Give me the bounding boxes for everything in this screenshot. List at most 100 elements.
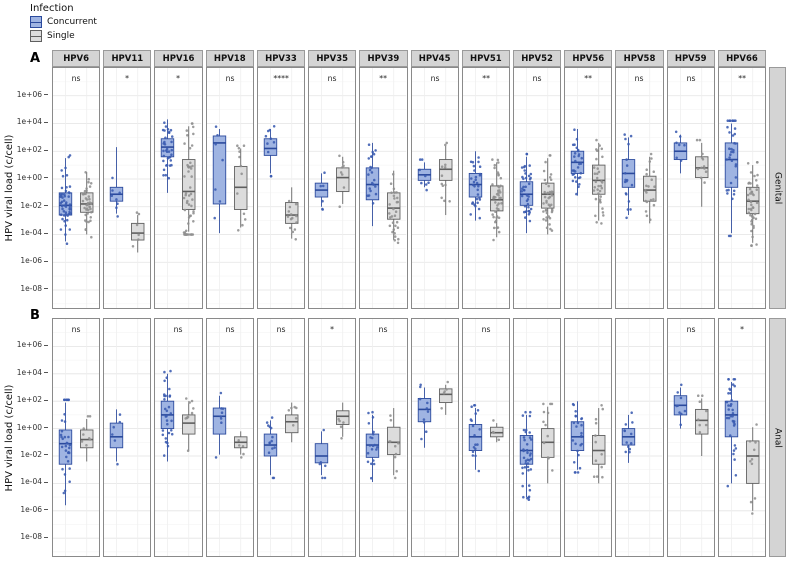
- significance-label: **: [738, 74, 746, 83]
- jitter-points: [725, 119, 738, 238]
- facet-strip-hpv59: HPV59: [666, 50, 715, 67]
- jitter-points: [319, 171, 326, 211]
- boxplot-hpv35-anal: *: [309, 319, 356, 556]
- panel-hpv66-a: **: [717, 67, 767, 309]
- panel-hpv11-b: [103, 318, 152, 557]
- facet-strip-hpv35: HPV35: [308, 50, 357, 67]
- legend: Infection Concurrent Single: [30, 3, 97, 42]
- legend-label-single: Single: [47, 31, 75, 41]
- significance-label: **: [380, 74, 388, 83]
- panel-hpv51-b: ns: [461, 318, 510, 557]
- y-tick-label: 1e-04: [20, 477, 48, 487]
- row-label-a: A: [30, 51, 41, 66]
- jitter-points: [725, 378, 737, 488]
- panel-hpv6-b: ns: [52, 318, 101, 557]
- panel-hpv59-a: ns: [666, 67, 715, 309]
- y-tick-label: 1e+04: [16, 367, 49, 377]
- jitter-points: [571, 128, 584, 196]
- facet-strip-anal-label: Anal: [772, 427, 783, 448]
- jitter-points: [162, 121, 174, 180]
- boxplot-hpv11-anal: [104, 319, 151, 556]
- facet-strip-hpv45: HPV45: [410, 50, 459, 67]
- panel-hpv16-a: *: [154, 67, 203, 309]
- jitter-points: [287, 405, 298, 427]
- panel-hpv58-b: [615, 318, 664, 557]
- panel-hpv39-b: ns: [359, 318, 408, 557]
- y-tick-label: 1e+06: [16, 340, 49, 350]
- panel-hpv66-b: *: [717, 318, 767, 557]
- jitter-points: [748, 423, 758, 515]
- boxplot-hpv45-anal: [411, 319, 458, 556]
- facet-strip-hpv66: HPV66: [717, 50, 767, 67]
- jitter-points: [318, 428, 327, 480]
- panel-hpv56-a: **: [564, 67, 613, 309]
- panel-hpv51-a: **: [461, 67, 510, 309]
- facet-strip-hpv16: HPV16: [154, 50, 203, 67]
- jitter-points: [417, 158, 430, 192]
- significance-label: *: [330, 325, 334, 334]
- jitter-points: [111, 413, 122, 466]
- panel-hpv6-a: ns: [52, 67, 101, 309]
- jitter-points: [213, 125, 224, 220]
- significance-label: ns: [277, 325, 286, 334]
- jitter-points: [131, 211, 141, 248]
- jitter-points: [696, 394, 708, 434]
- significance-label: ns: [379, 325, 388, 334]
- facet-strip-hpv58: HPV58: [615, 50, 664, 67]
- panel-hpv45-a: ns: [410, 67, 459, 309]
- facet-strip-genital-label: Genital: [772, 171, 783, 205]
- panel-hpv18-a: ns: [205, 67, 254, 309]
- legend-item-concurrent: Concurrent: [30, 16, 97, 28]
- jitter-points: [286, 199, 298, 241]
- significance-label: ns: [481, 325, 490, 334]
- jitter-points: [490, 158, 503, 242]
- jitter-points: [571, 402, 584, 474]
- y-tick-label: 1e-04: [20, 228, 48, 238]
- panel-hpv52-b: [512, 318, 562, 557]
- facet-strip-hpv51: HPV51: [461, 50, 510, 67]
- jitter-points: [80, 415, 92, 447]
- facet-strip-anal: Anal: [769, 318, 786, 557]
- boxplot-hpv52-genital: ns: [513, 68, 561, 308]
- jitter-points: [439, 141, 451, 203]
- boxplot-hpv11-genital: *: [104, 68, 151, 308]
- boxplot-hpv56-anal: [565, 319, 612, 556]
- jitter-points: [746, 161, 759, 247]
- y-tick-label: 1e-02: [20, 200, 48, 210]
- boxplot-hpv33-genital: ****: [257, 68, 305, 308]
- jitter-points: [214, 391, 224, 459]
- jitter-points: [367, 410, 379, 480]
- boxplot-hpv39-anal: ns: [360, 319, 407, 556]
- panel-hpv35-a: ns: [308, 67, 357, 309]
- jitter-points: [235, 144, 247, 232]
- significance-label: ns: [225, 74, 234, 83]
- jitter-points: [674, 130, 686, 162]
- panel-hpv11-a: *: [103, 67, 152, 309]
- significance-label: ns: [686, 325, 695, 334]
- jitter-points: [491, 419, 500, 442]
- significance-label: ns: [430, 74, 439, 83]
- jitter-points: [110, 176, 122, 218]
- boxplot-hpv51-genital: **: [462, 68, 509, 308]
- significance-label: ns: [174, 325, 183, 334]
- jitter-points: [593, 404, 605, 479]
- significance-label: ns: [225, 325, 234, 334]
- y-axis-ticks-genital: 1e+06 1e+04 1e+02 1e+00 1e-02 1e-04 1e-06 1e-08: [0, 67, 50, 309]
- y-tick-label: 1e+06: [16, 89, 49, 99]
- boxplot-hpv18-anal: ns: [206, 319, 253, 556]
- boxplot-hpv16-anal: ns: [155, 319, 202, 556]
- boxplot-hpv56-genital: **: [565, 68, 612, 308]
- jitter-points: [418, 383, 429, 441]
- jitter-points: [623, 133, 634, 220]
- row-label-b: B: [30, 308, 40, 323]
- significance-label: **: [584, 74, 592, 83]
- facet-strip-hpv56: HPV56: [564, 50, 613, 67]
- boxplot-hpv35-genital: ns: [309, 68, 356, 308]
- y-tick-label: 1e-06: [20, 256, 48, 266]
- significance-label: ****: [273, 74, 288, 83]
- significance-label: ns: [533, 74, 542, 83]
- boxplot-hpv66-anal: *: [718, 319, 766, 556]
- significance-label: *: [177, 74, 181, 83]
- jitter-points: [338, 154, 346, 208]
- significance-label: *: [125, 74, 129, 83]
